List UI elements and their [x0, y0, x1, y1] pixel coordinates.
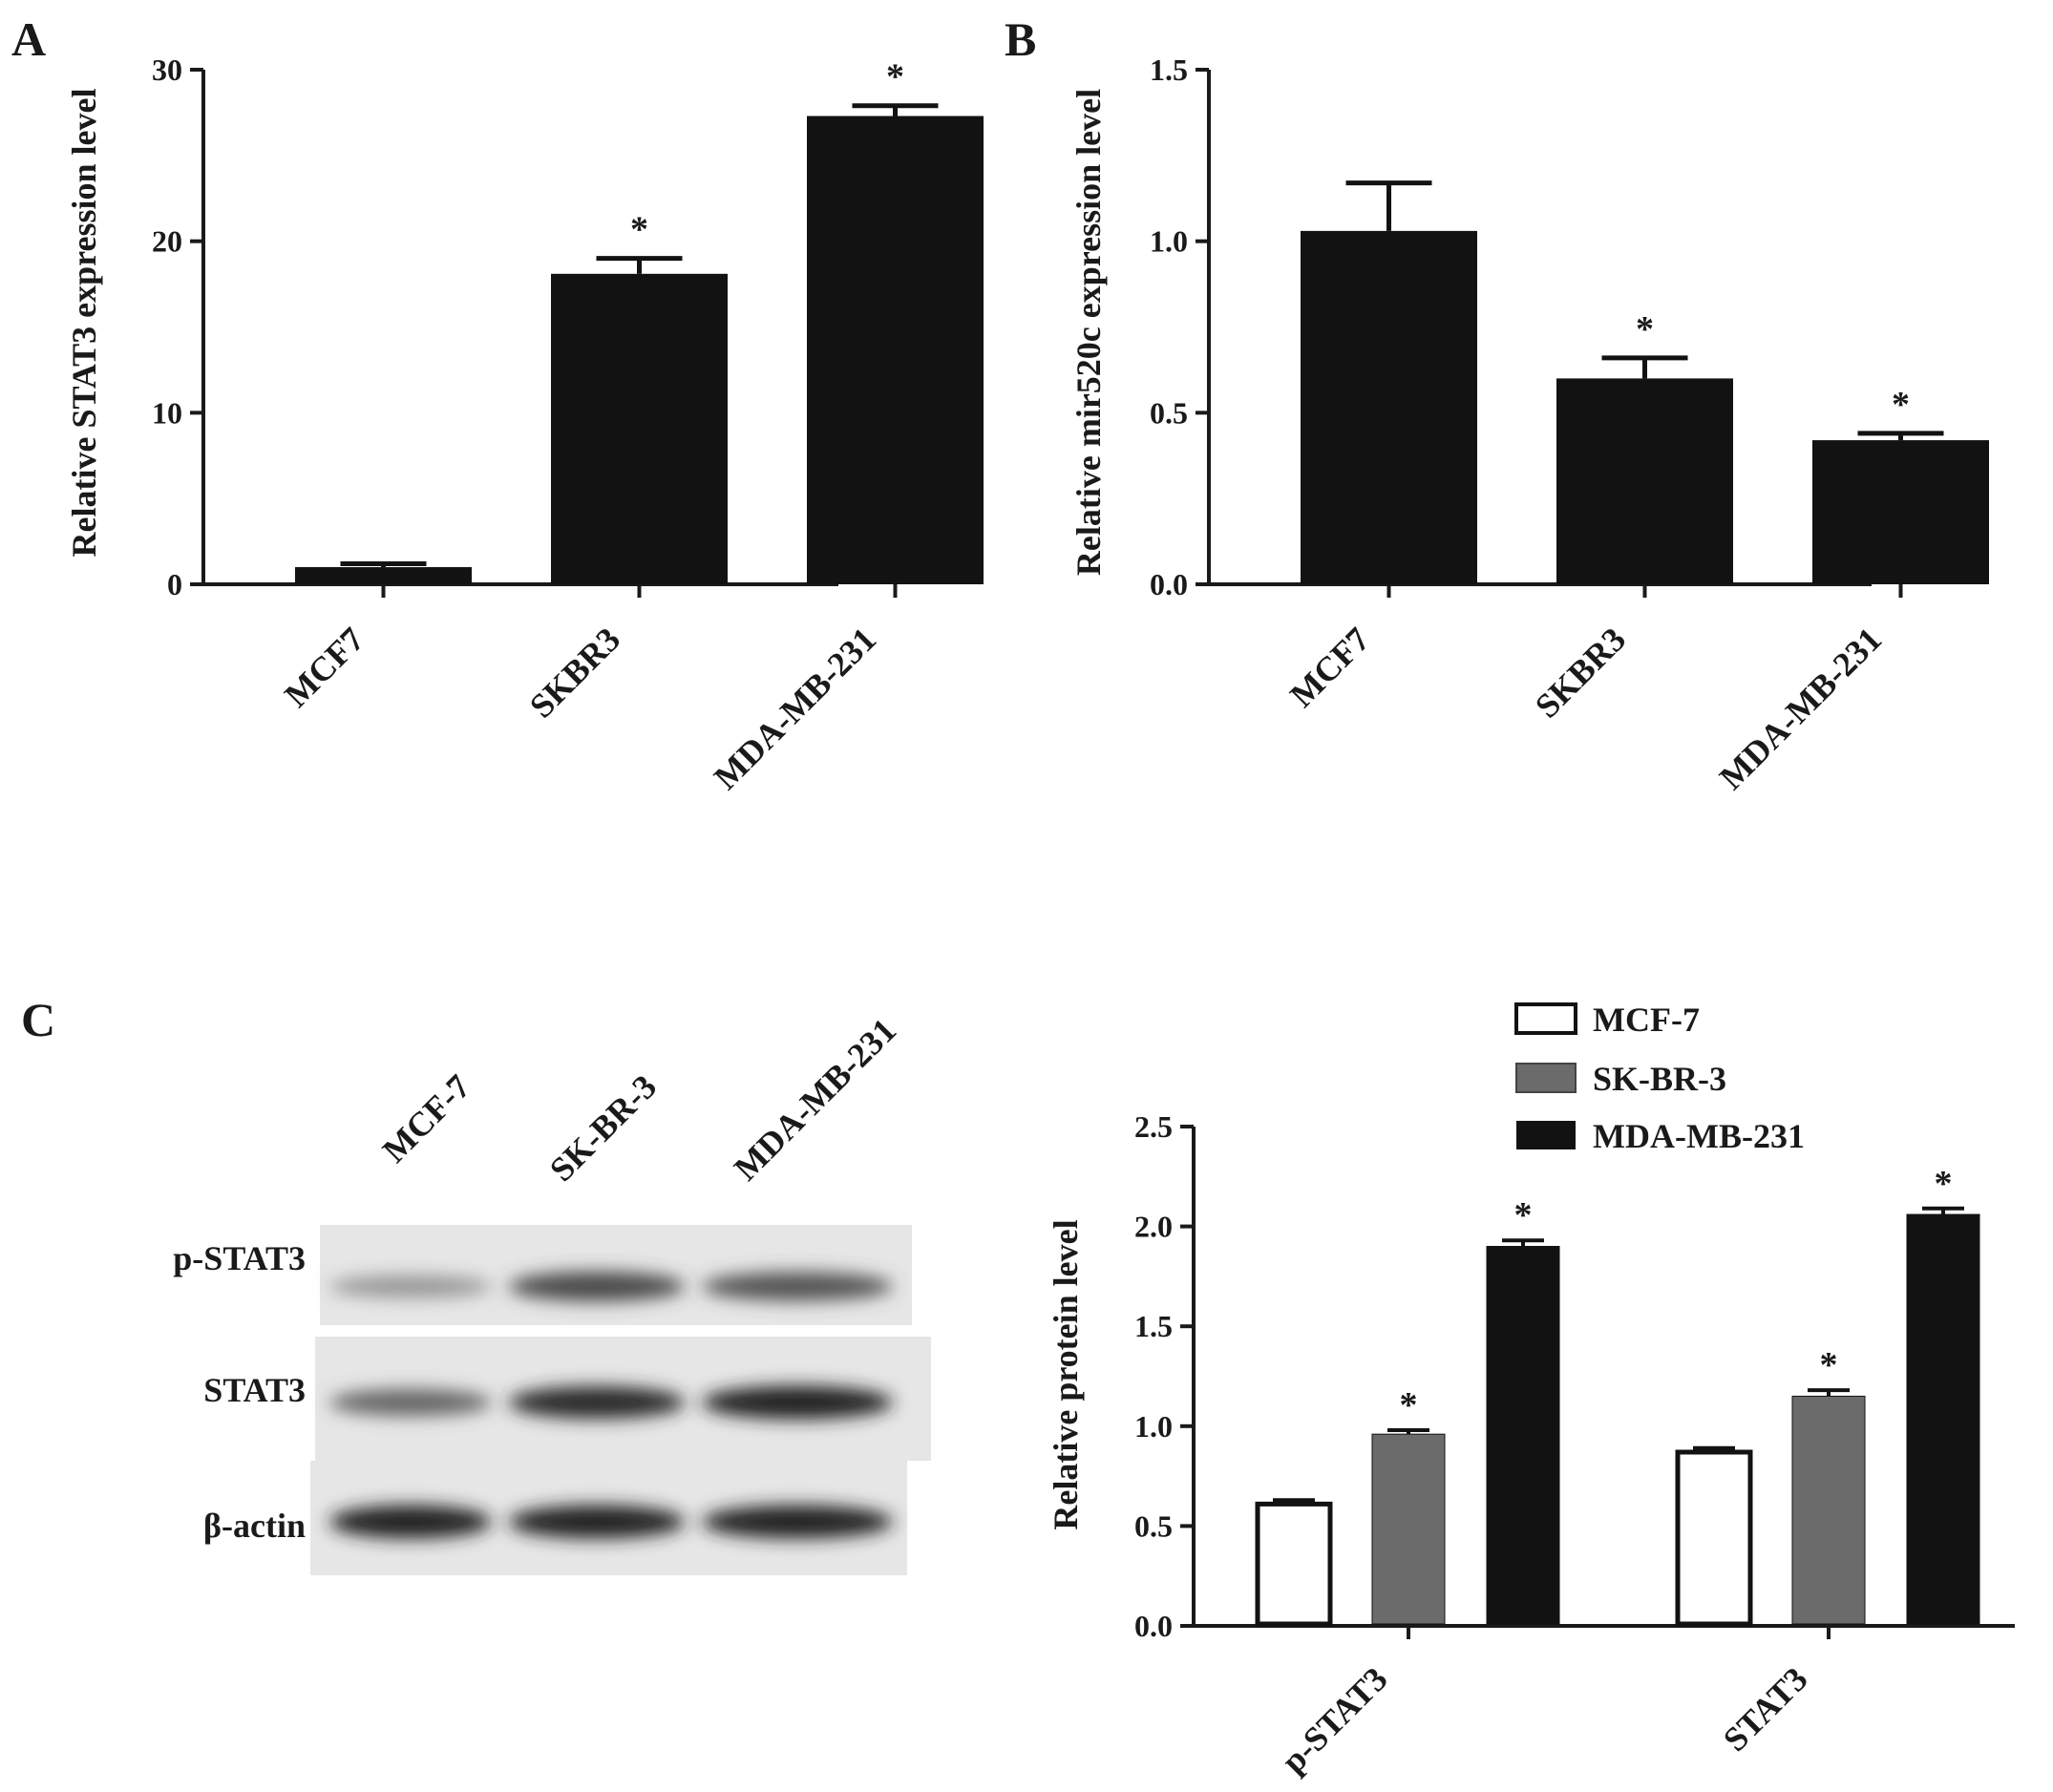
chart-a-category-label-skbr3: SKBR3: [522, 620, 627, 725]
legend-swatch-mda: [1516, 1121, 1576, 1149]
chart-b-category-label-mda-mb-231: MDA-MB-231: [1712, 620, 1889, 796]
chart-a-significance-mda-mb-231: *: [886, 57, 904, 97]
chart-c-bar-p-stat3-mda-mb-231: [1486, 1246, 1560, 1625]
chart-b-y-tick-label: 1.5: [1150, 53, 1188, 87]
chart-a-bar-mda-mb-231: [807, 116, 984, 584]
chart-a-bar-mcf7: [295, 567, 472, 584]
chart-a-significance-skbr3: *: [630, 210, 648, 250]
panel-letter-b: B: [1005, 12, 1036, 66]
blot-lane-label-mcf7: MCF-7: [375, 1067, 477, 1170]
chart-c-y-tick-label: 1.5: [1134, 1309, 1173, 1343]
blot-lane-label-skbr3: SK-BR-3: [542, 1067, 664, 1189]
chart-c-y-tick-label: 0.0: [1134, 1609, 1173, 1643]
chart-c-category-label-stat3: STAT3: [1716, 1659, 1815, 1759]
blot-row-label-stat3: STAT3: [203, 1371, 306, 1409]
chart-a-y-tick-label: 30: [152, 53, 182, 87]
chart-a-stat3-expression: Relative STAT3 expression level 0 10 20 30 M…: [65, 53, 984, 797]
western-blot: MCF-7 SK-BR-3 MDA-MB-231 p-STAT3 STAT3 β…: [173, 1011, 931, 1575]
chart-b-category-label-mcf7: MCF7: [1282, 620, 1377, 714]
chart-c-y-tick-label: 1.0: [1134, 1409, 1173, 1444]
chart-c-significance-stat3-sk-br-3: *: [1820, 1345, 1838, 1385]
blot-band-stat3-mda-mb-231: [702, 1385, 893, 1420]
chart-c-significance-p-stat3-mda-mb-231: *: [1514, 1195, 1533, 1235]
chart-c-bar-stat3-mcf-7: [1675, 1449, 1753, 1627]
chart-b-y-tick-label: 1.0: [1150, 224, 1188, 259]
chart-c-bar-p-stat3-mcf-7: [1255, 1501, 1333, 1627]
chart-c-y-axis-title: Relative protein level: [1047, 1219, 1085, 1529]
chart-b-y-tick-label: 0.5: [1150, 395, 1188, 430]
chart-b-significance-skbr3: *: [1636, 309, 1654, 349]
chart-a-category-label-mcf7: MCF7: [277, 620, 371, 714]
chart-c-protein-level: Relative protein level MCF-7 SK-BR-3 MDA…: [1047, 1001, 2015, 1781]
blot-band-actin-mcf-7: [329, 1505, 492, 1539]
chart-c-bar-p-stat3-sk-br-3: [1371, 1433, 1446, 1625]
chart-b-mir520c-expression: Relative mir520c expression level 0.0 0.5…: [1069, 53, 1989, 797]
chart-b-bar-skbr3: [1556, 378, 1733, 584]
chart-c-y-tick-label: 0.5: [1134, 1508, 1173, 1543]
chart-a-y-tick-label: 0: [167, 567, 182, 601]
chart-c-bar-stat3-mda-mb-231: [1906, 1213, 1980, 1625]
panel-letter-a: A: [11, 12, 46, 66]
chart-b-y-axis-title: Relative mir520c expression level: [1069, 89, 1108, 576]
legend-swatch-mcf7: [1514, 1002, 1577, 1035]
blot-band-p-stat3-mcf-7: [329, 1275, 492, 1297]
chart-c-category-label-p-stat3: p-STAT3: [1274, 1659, 1394, 1780]
blot-row-label-actin: β-actin: [203, 1507, 306, 1545]
chart-c-y-tick-label: 2.5: [1134, 1109, 1173, 1144]
chart-b-y-tick-label: 0.0: [1150, 567, 1188, 601]
chart-b-significance-mda-mb-231: *: [1892, 385, 1910, 425]
chart-c-y-tick-label: 2.0: [1134, 1210, 1173, 1244]
blot-band-stat3-sk-br-3: [508, 1386, 686, 1419]
chart-a-y-tick-label: 20: [152, 224, 182, 259]
chart-a-category-label-mda-mb-231: MDA-MB-231: [707, 620, 883, 796]
chart-b-category-label-skbr3: SKBR3: [1528, 620, 1633, 725]
blot-band-actin-mda-mb-231: [702, 1505, 893, 1539]
blot-band-p-stat3-sk-br-3: [508, 1272, 686, 1301]
chart-a-y-axis-title: Relative STAT3 expression level: [65, 89, 103, 558]
legend-swatch-skbr3: [1515, 1063, 1577, 1093]
blot-row-label-pstat3: p-STAT3: [173, 1239, 306, 1277]
panel-letter-c: C: [21, 993, 55, 1046]
chart-a-y-tick-label: 10: [152, 395, 182, 430]
chart-b-bar-mda-mb-231: [1812, 440, 1989, 584]
chart-c-bar-stat3-sk-br-3: [1791, 1395, 1866, 1625]
chart-a-bar-skbr3: [551, 273, 728, 584]
blot-band-actin-sk-br-3: [508, 1505, 686, 1539]
legend-label-skbr3: SK-BR-3: [1593, 1060, 1726, 1098]
chart-c-legend: MCF-7 SK-BR-3 MDA-MB-231: [1514, 1001, 1805, 1155]
legend-label-mcf7: MCF-7: [1593, 1001, 1700, 1039]
chart-c-significance-p-stat3-sk-br-3: *: [1400, 1385, 1418, 1425]
legend-label-mda: MDA-MB-231: [1593, 1117, 1805, 1155]
chart-c-significance-stat3-mda-mb-231: *: [1935, 1164, 1953, 1204]
blot-lane-label-mda: MDA-MB-231: [727, 1011, 903, 1188]
blot-band-stat3-mcf-7: [329, 1389, 492, 1416]
chart-b-bar-mcf7: [1301, 230, 1477, 585]
blot-band-p-stat3-mda-mb-231: [702, 1272, 893, 1301]
